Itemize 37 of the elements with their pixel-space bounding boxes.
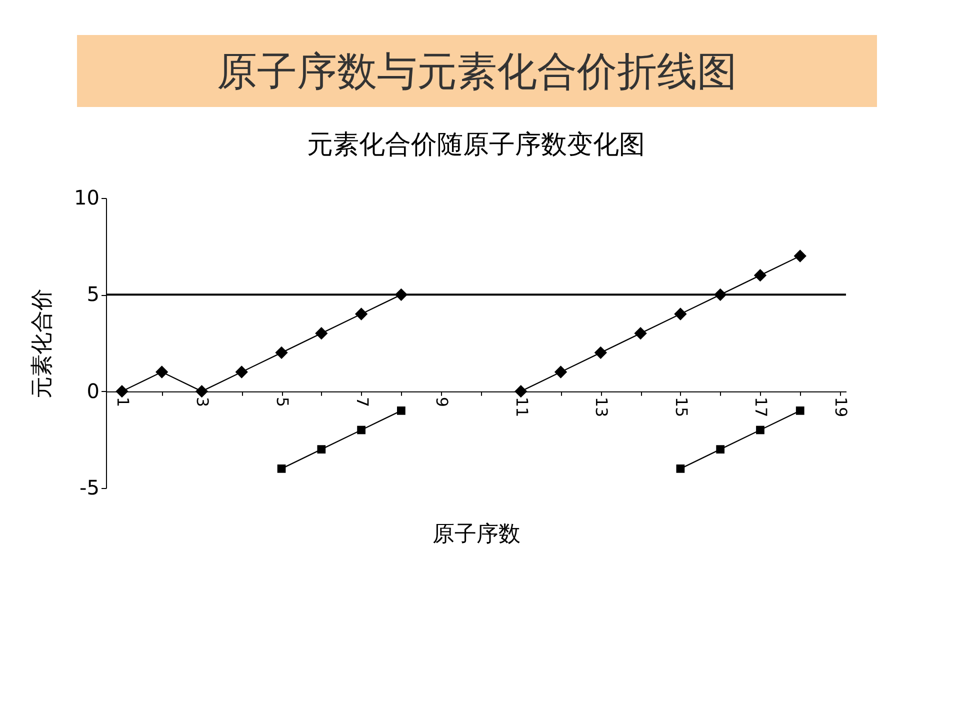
- chart-subtitle: 元素化合价随原子序数变化图: [306, 130, 645, 160]
- x-tick-label: 19: [832, 396, 851, 418]
- x-axis-title: 原子序数: [432, 522, 520, 547]
- x-tick-label: 3: [193, 396, 212, 408]
- point: [756, 426, 764, 434]
- x-tick-label: 13: [592, 396, 612, 418]
- point: [674, 308, 687, 320]
- chart-title: 原子序数与元素化合价折线图: [217, 49, 737, 95]
- point: [235, 366, 248, 378]
- y-tick-label: -5: [80, 476, 100, 500]
- x-tick-label: 15: [672, 396, 691, 418]
- point: [275, 346, 288, 359]
- point: [796, 406, 804, 415]
- point: [794, 250, 806, 262]
- y-tick-label: 10: [74, 186, 100, 210]
- x-tick-label: 9: [432, 396, 452, 408]
- point: [156, 366, 168, 378]
- point: [634, 327, 647, 340]
- point: [277, 464, 286, 473]
- x-tick-label: 5: [273, 396, 292, 408]
- y-axis-title: 元素化合价: [30, 288, 56, 398]
- point: [397, 406, 406, 415]
- point: [554, 366, 568, 378]
- point: [315, 327, 328, 340]
- point: [354, 308, 368, 320]
- point: [676, 464, 685, 473]
- point: [357, 426, 366, 434]
- x-tick-label: 17: [752, 396, 771, 418]
- x-tick-label: 11: [512, 396, 532, 418]
- y-tick-label: 0: [86, 378, 100, 403]
- point: [317, 445, 326, 454]
- point: [716, 445, 725, 454]
- x-tick-label: 1: [113, 396, 132, 408]
- x-tick-label: 7: [352, 396, 372, 408]
- point: [594, 346, 607, 359]
- y-tick-label: 5: [86, 282, 100, 306]
- point: [754, 269, 767, 282]
